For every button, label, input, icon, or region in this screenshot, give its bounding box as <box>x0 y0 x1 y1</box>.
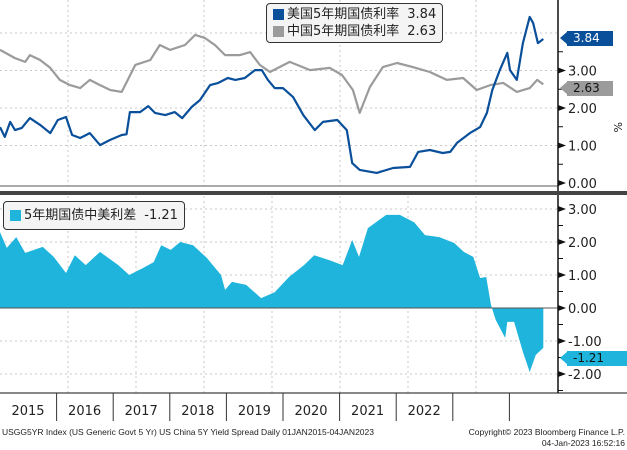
legend-cn-label: 中国5年期国债利率 <box>287 24 400 39</box>
bottom-legend: 5年期国债中美利差 -1.21 <box>3 201 185 230</box>
bottom-axis-tick-label: 3.00 <box>568 203 597 218</box>
tag-pointer-icon <box>560 81 568 95</box>
x-axis-year-label: 2015 <box>11 404 45 419</box>
bottom-axis-tick-label: -1.00 <box>568 335 602 350</box>
tick-arrow-icon <box>558 105 566 111</box>
bottom-axis-tick-label: 0.00 <box>568 302 597 317</box>
tick-arrow-icon <box>558 272 566 278</box>
us-yield-line <box>0 15 544 174</box>
x-axis-year-label: 2017 <box>124 404 158 419</box>
us-swatch-icon <box>273 9 284 20</box>
footer-description: USGG5YR Index (US Generic Govt 5 Yr) US … <box>2 427 374 437</box>
bottom-axis-tick-label: -2.00 <box>568 368 602 383</box>
tick-arrow-icon <box>558 338 566 344</box>
top-legend: 美国5年期国债利率 3.84 中国5年期国债利率 2.63 <box>266 3 444 43</box>
legend-cn: 中国5年期国债利率 2.63 <box>273 23 436 40</box>
x-axis-year-label: 2019 <box>237 404 271 419</box>
top-axis-tick-label: 1.00 <box>568 140 597 155</box>
legend-us: 美国5年期国债利率 3.84 <box>273 6 436 23</box>
x-axis-year-label: 2022 <box>407 404 441 419</box>
tick-arrow-icon <box>558 180 566 186</box>
footer-timestamp: 04-Jan-2023 16:52:16 <box>541 438 625 448</box>
top-axis-tick-label: 3.00 <box>568 65 597 80</box>
legend-spread-label: 5年期国债中美利差 <box>24 208 137 223</box>
tick-arrow-icon <box>558 371 566 377</box>
bottom-axis-tick-label: 1.00 <box>568 269 597 284</box>
x-axis-year-label: 2016 <box>68 404 102 419</box>
us-last-value-tag: 3.84 <box>567 31 613 46</box>
tick-arrow-icon <box>558 206 566 212</box>
cn-yield-line <box>0 33 544 115</box>
panel-divider <box>0 191 627 195</box>
legend-us-value: 3.84 <box>407 7 437 22</box>
footer-copyright: Copyright© 2023 Bloomberg Finance L.P. <box>468 427 625 437</box>
tag-pointer-icon <box>560 31 568 45</box>
spread-area <box>0 214 544 372</box>
cn-last-value-tag: 2.63 <box>567 81 613 96</box>
legend-cn-value: 2.63 <box>407 24 437 39</box>
tick-arrow-icon <box>558 67 566 74</box>
top-axis-tick-label: 2.00 <box>568 102 597 117</box>
tick-arrow-icon <box>558 239 566 245</box>
tick-arrow-icon <box>558 305 566 311</box>
tick-arrow-icon <box>558 142 566 149</box>
bottom-axis-tick-label: 2.00 <box>568 236 597 251</box>
spread-swatch-icon <box>10 210 21 221</box>
top-axis-unit: % <box>611 122 624 132</box>
x-axis-year-label: 2018 <box>181 404 215 419</box>
top-axis-tick-label: 0.00 <box>568 177 597 192</box>
spread-last-value-tag: -1.21 <box>567 351 627 366</box>
cn-swatch-icon <box>273 26 284 37</box>
legend-spread-value: -1.21 <box>144 208 178 223</box>
legend-us-label: 美国5年期国债利率 <box>287 7 400 22</box>
x-axis-year-label: 2021 <box>351 404 385 419</box>
x-axis-year-label: 2020 <box>294 404 328 419</box>
tag-pointer-icon <box>560 351 568 365</box>
